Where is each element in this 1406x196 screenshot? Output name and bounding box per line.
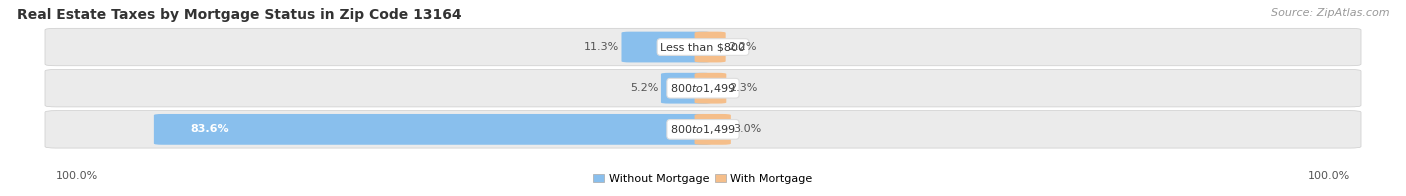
- Text: Real Estate Taxes by Mortgage Status in Zip Code 13164: Real Estate Taxes by Mortgage Status in …: [17, 8, 461, 22]
- Text: $800 to $1,499: $800 to $1,499: [671, 82, 735, 95]
- Text: Source: ZipAtlas.com: Source: ZipAtlas.com: [1271, 8, 1389, 18]
- FancyBboxPatch shape: [45, 70, 1361, 107]
- FancyBboxPatch shape: [153, 114, 711, 145]
- Text: 83.6%: 83.6%: [190, 124, 229, 134]
- Text: Less than $800: Less than $800: [661, 42, 745, 52]
- Text: 2.2%: 2.2%: [728, 42, 756, 52]
- FancyBboxPatch shape: [661, 73, 711, 103]
- Legend: Without Mortgage, With Mortgage: Without Mortgage, With Mortgage: [589, 170, 817, 189]
- Text: $800 to $1,499: $800 to $1,499: [671, 123, 735, 136]
- FancyBboxPatch shape: [695, 114, 731, 145]
- FancyBboxPatch shape: [45, 111, 1361, 148]
- Text: 2.3%: 2.3%: [730, 83, 758, 93]
- Text: 100.0%: 100.0%: [56, 171, 98, 181]
- FancyBboxPatch shape: [45, 28, 1361, 66]
- Text: 100.0%: 100.0%: [1308, 171, 1350, 181]
- FancyBboxPatch shape: [695, 73, 727, 103]
- Text: 11.3%: 11.3%: [583, 42, 619, 52]
- Text: 5.2%: 5.2%: [630, 83, 658, 93]
- Text: 3.0%: 3.0%: [734, 124, 762, 134]
- FancyBboxPatch shape: [621, 32, 711, 62]
- FancyBboxPatch shape: [695, 32, 725, 62]
